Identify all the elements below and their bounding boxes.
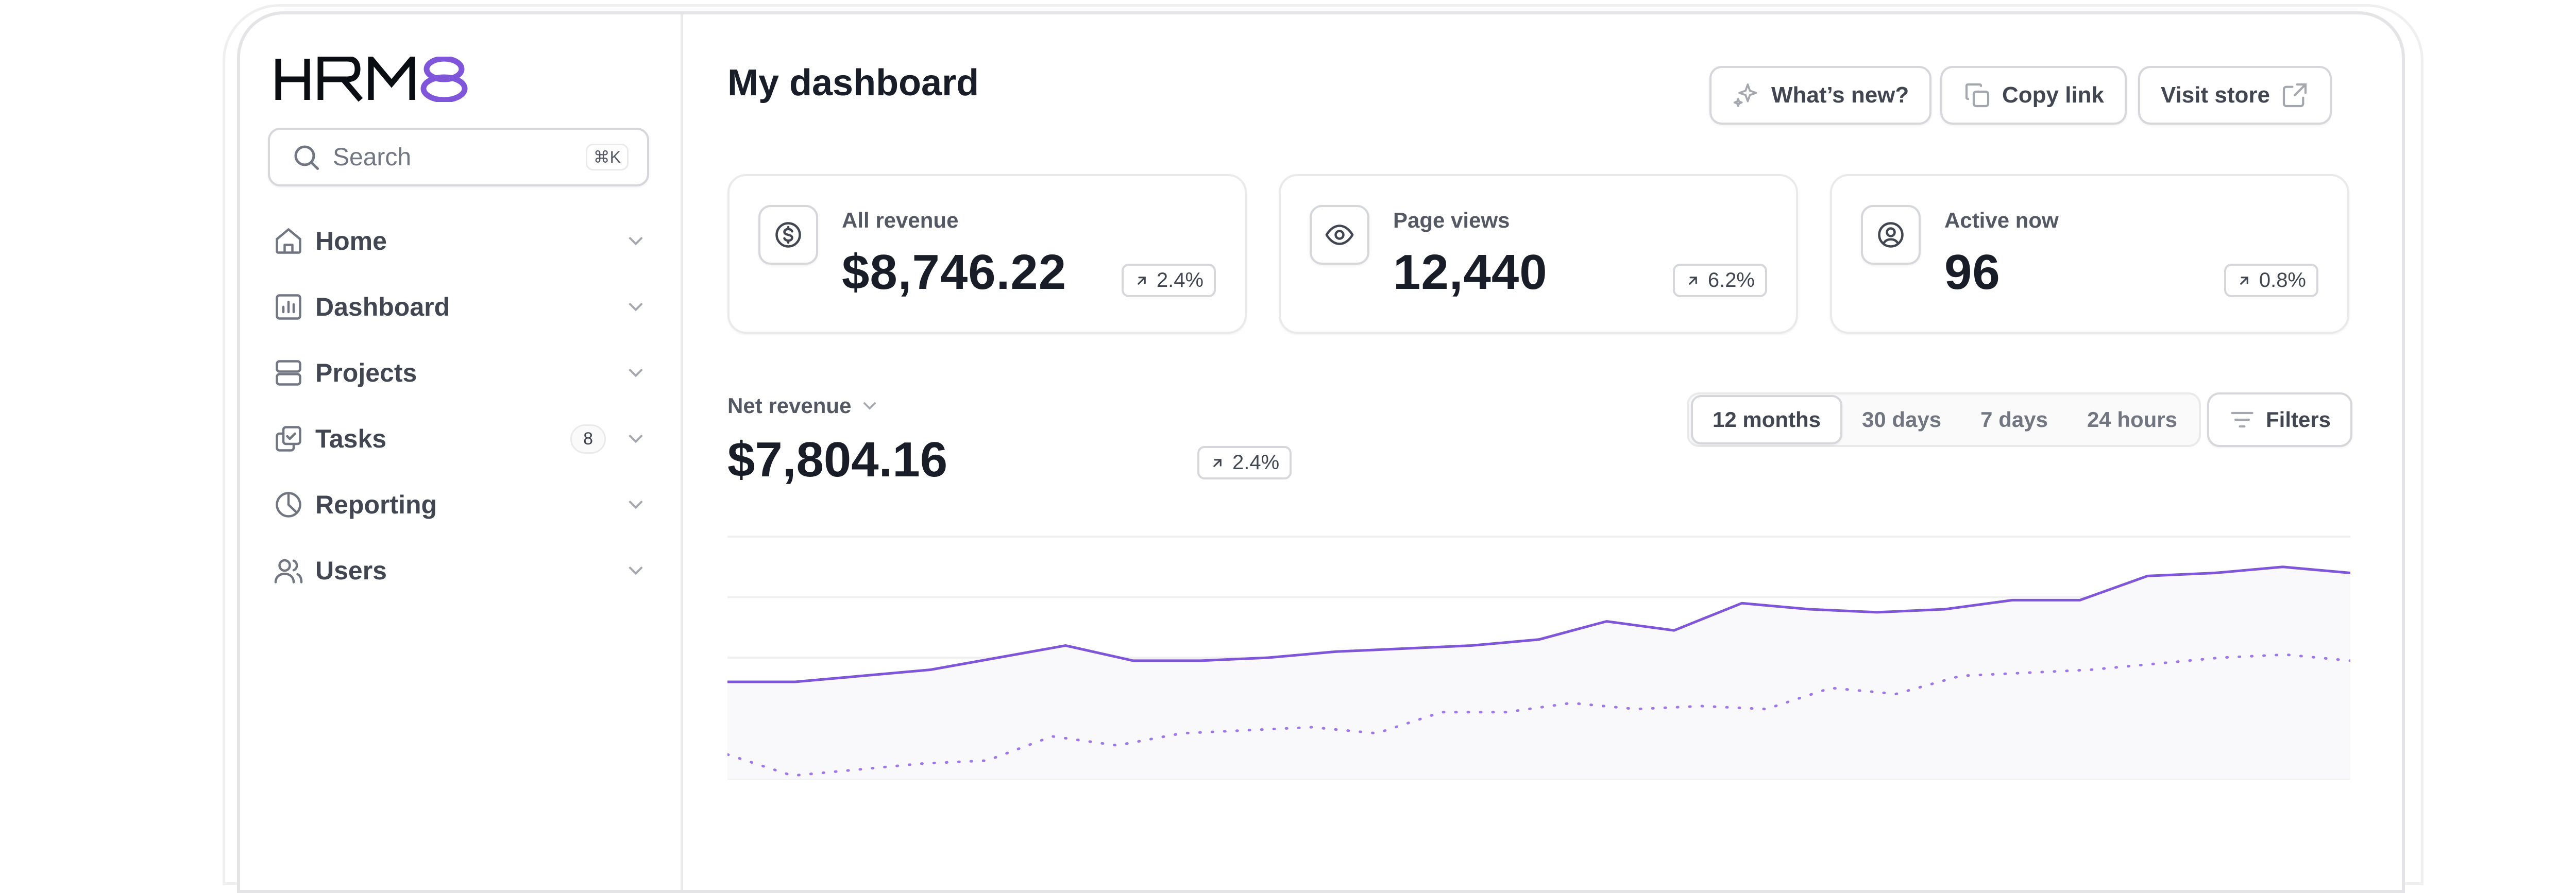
search-icon (294, 145, 319, 170)
sidebar-nav: Home Dashboard Projects (268, 208, 654, 604)
icon-container (1310, 205, 1369, 265)
visit-store-button[interactable]: Visit store (2138, 66, 2332, 125)
sidebar-item-users[interactable]: Users (268, 538, 654, 604)
arrow-up-right-icon (2240, 276, 2248, 285)
sidebar-item-dashboard[interactable]: Dashboard (268, 274, 654, 340)
external-link-icon (2282, 83, 2307, 108)
net-revenue-chart (727, 536, 2350, 780)
metric-card-page-views: Page views 12,440 6.2% (1279, 174, 1798, 334)
search-shortcut: ⌘K (585, 144, 629, 170)
metric-label: All revenue (842, 208, 959, 232)
trend-value: 6.2% (1707, 269, 1755, 291)
users-icon (274, 559, 303, 583)
icon-container (1861, 205, 1921, 265)
sidebar-item-label: Reporting (315, 490, 437, 519)
series-area (727, 566, 2350, 779)
trend-badge: 6.2% (1672, 264, 1767, 297)
sparkle-icon (1733, 83, 1757, 107)
chevron-down-icon[interactable] (624, 230, 647, 252)
arrow-up-right-icon (1689, 276, 1697, 285)
range-option-24-hours[interactable]: 24 hours (2087, 407, 2177, 432)
search-placeholder: Search (333, 143, 412, 171)
whats-new-label: What’s new? (1771, 82, 1909, 108)
trend-value: 2.4% (1232, 451, 1280, 474)
chevron-down-icon[interactable] (624, 427, 647, 450)
range-option-7-days[interactable]: 7 days (1980, 407, 2048, 432)
sidebar-item-tasks[interactable]: Tasks 8 (268, 406, 654, 472)
chevron-down-icon[interactable] (624, 559, 647, 582)
filter-lines-icon (2231, 411, 2253, 428)
sidebar-item-home[interactable]: Home (268, 208, 654, 274)
sidebar-item-label: Projects (315, 358, 417, 387)
chevron-down-icon[interactable] (624, 296, 647, 318)
arrow-up-right-icon (1213, 458, 1222, 467)
check-done-icon (276, 426, 301, 452)
series-line-previous (727, 653, 2350, 777)
metric-value: 12,440 (1393, 245, 1548, 300)
eye-icon (1325, 225, 1354, 245)
trend-badge: 2.4% (1121, 264, 1216, 297)
metric-value: $8,746.22 (842, 245, 1067, 300)
chevron-down-icon (863, 402, 876, 410)
trend-badge: 2.4% (1197, 446, 1292, 479)
range-option-30-days[interactable]: 30 days (1862, 407, 1942, 432)
visit-store-label: Visit store (2161, 82, 2270, 108)
copy-icon (1965, 83, 1990, 108)
search-box[interactable]: Search ⌘K (268, 128, 649, 186)
trend-value: 2.4% (1156, 269, 1204, 291)
sidebar-item-label: Home (315, 227, 387, 255)
sidebar-item-label: Tasks (315, 424, 387, 453)
net-revenue-value: $7,804.16 (727, 432, 948, 487)
pie-chart-icon (276, 492, 301, 518)
series-line-current (727, 565, 2350, 683)
arrow-up-right-icon (1138, 276, 1146, 285)
metric-label: Active now (1944, 208, 2059, 232)
app-window: Search ⌘K Home Dashboard (237, 11, 2405, 893)
count-badge: 8 (570, 424, 606, 454)
sidebar: Search ⌘K Home Dashboard (240, 14, 683, 890)
dollar-icon (775, 222, 801, 248)
main-content: My dashboard What’s new? Copy link Visit… (727, 14, 2376, 890)
range-option-12-months[interactable]: 12 months (1691, 395, 1843, 444)
metric-card-revenue: All revenue $8,746.22 2.4% (727, 174, 1247, 334)
copy-link-button[interactable]: Copy link (1940, 66, 2127, 125)
net-revenue-dropdown[interactable]: Net revenue (727, 393, 880, 418)
trend-value: 0.8% (2259, 269, 2306, 291)
home-icon (276, 228, 301, 254)
sidebar-item-label: Users (315, 556, 387, 585)
metric-value: 96 (1944, 245, 2001, 300)
sidebar-item-reporting[interactable]: Reporting (268, 472, 654, 538)
whats-new-button[interactable]: What’s new? (1709, 66, 1932, 125)
icon-container (758, 205, 818, 265)
copy-link-label: Copy link (2002, 82, 2105, 108)
chevron-down-icon[interactable] (624, 493, 647, 516)
bar-chart-icon (276, 294, 301, 320)
filters-label: Filters (2266, 407, 2331, 432)
sidebar-item-label: Dashboard (315, 293, 450, 321)
date-range-segmented-control: 12 months 30 days 7 days 24 hours (1687, 392, 2201, 447)
filters-button[interactable]: Filters (2207, 392, 2353, 447)
net-revenue-label: Net revenue (727, 393, 852, 418)
metric-card-active-now: Active now 96 0.8% (1830, 174, 2349, 334)
sidebar-item-projects[interactable]: Projects (268, 340, 654, 406)
metric-label: Page views (1393, 208, 1510, 232)
user-circle-icon (1878, 222, 1904, 248)
chevron-down-icon[interactable] (624, 362, 647, 384)
page-title: My dashboard (727, 62, 979, 104)
logo (275, 57, 468, 102)
trend-badge: 0.8% (2224, 264, 2318, 297)
layers-icon (276, 360, 301, 386)
